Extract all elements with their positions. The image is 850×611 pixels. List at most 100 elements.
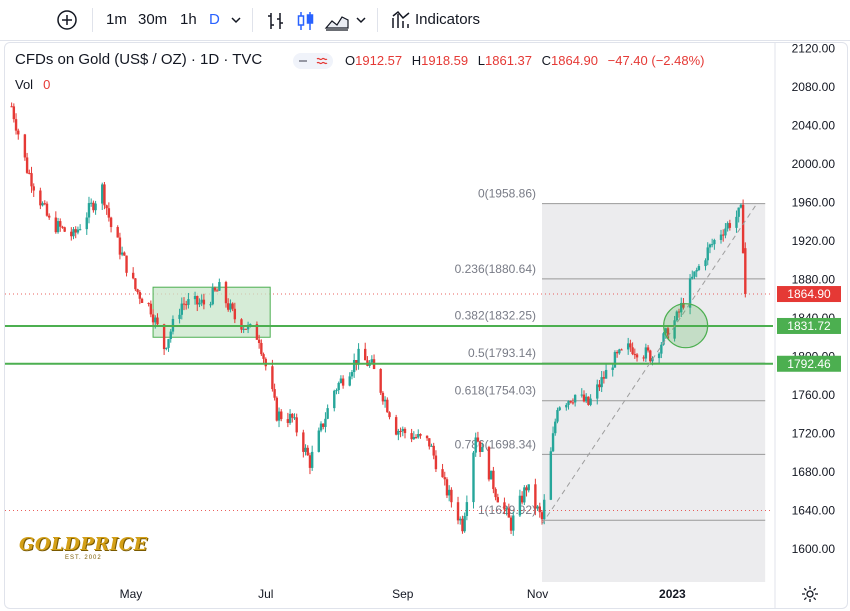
candle-body[interactable] (54, 217, 58, 233)
candle-body[interactable] (494, 489, 497, 498)
candle-body[interactable] (728, 223, 732, 228)
candle-body[interactable] (383, 399, 387, 402)
candle-body[interactable] (565, 404, 568, 408)
candle-body[interactable] (403, 428, 407, 434)
candle-body[interactable] (244, 328, 248, 330)
candle-body[interactable] (534, 484, 537, 509)
candle-body[interactable] (25, 157, 29, 173)
candle-body[interactable] (76, 229, 80, 233)
candle-body[interactable] (662, 333, 665, 345)
candle-body[interactable] (271, 366, 274, 390)
candle-body[interactable] (503, 502, 506, 510)
candle-body[interactable] (379, 369, 382, 393)
candle-body[interactable] (677, 311, 681, 313)
candle-body[interactable] (507, 508, 511, 518)
candle-body[interactable] (644, 347, 648, 359)
candle-body[interactable] (295, 417, 298, 433)
candle-body[interactable] (224, 282, 228, 304)
candle-body[interactable] (600, 377, 603, 388)
candle-body[interactable] (461, 518, 464, 532)
candle-body[interactable] (587, 396, 590, 405)
candle-body[interactable] (39, 190, 42, 206)
candle-body[interactable] (92, 202, 95, 211)
candle-body[interactable] (308, 455, 312, 468)
candle-body[interactable] (370, 359, 374, 363)
candle-body[interactable] (657, 353, 661, 359)
candle-body[interactable] (710, 244, 714, 246)
candle-body[interactable] (602, 377, 606, 379)
candle-body[interactable] (242, 328, 245, 330)
candle-body[interactable] (355, 359, 358, 365)
candle-body[interactable] (397, 430, 400, 435)
candle-body[interactable] (215, 290, 219, 292)
candle-body[interactable] (573, 394, 577, 403)
candle-body[interactable] (434, 455, 438, 470)
candle-body[interactable] (618, 349, 621, 354)
candle-body[interactable] (646, 347, 650, 351)
candle-body[interactable] (425, 435, 429, 439)
candle-body[interactable] (664, 328, 667, 334)
candle-body[interactable] (257, 339, 261, 343)
candle-body[interactable] (147, 302, 150, 304)
candle-body[interactable] (474, 437, 477, 453)
candle-body[interactable] (72, 229, 75, 237)
candle-body[interactable] (293, 417, 296, 419)
candle-body[interactable] (213, 287, 217, 291)
candle-body[interactable] (109, 217, 113, 228)
candle-body[interactable] (352, 359, 356, 373)
candle-body[interactable] (688, 278, 692, 308)
candle-body[interactable] (324, 418, 327, 427)
candle-body[interactable] (739, 204, 743, 208)
candle-body[interactable] (680, 302, 683, 313)
chart-container[interactable]: 0(1958.86) 0.236(1880.64) 0.382(1832.25) 0.… (4, 42, 848, 609)
candle-body[interactable] (509, 517, 513, 531)
candle-body[interactable] (512, 515, 515, 531)
candle-body[interactable] (233, 308, 237, 320)
candle-body[interactable] (193, 296, 197, 300)
candle-body[interactable] (478, 441, 482, 452)
candle-body[interactable] (10, 106, 13, 108)
candle-body[interactable] (633, 354, 637, 356)
candle-body[interactable] (582, 394, 586, 402)
candle-body[interactable] (666, 328, 670, 339)
candle-body[interactable] (288, 413, 292, 423)
candle-body[interactable] (741, 204, 745, 254)
candle-body[interactable] (198, 302, 201, 305)
candle-body[interactable] (105, 205, 108, 209)
candle-body[interactable] (523, 487, 526, 503)
candle-body[interactable] (350, 372, 354, 377)
candle-body[interactable] (540, 512, 544, 520)
candle-body[interactable] (626, 343, 630, 350)
candle-body[interactable] (447, 489, 451, 496)
candle-body[interactable] (12, 106, 16, 120)
candle-body[interactable] (317, 430, 321, 452)
candle-body[interactable] (536, 506, 539, 509)
candle-body[interactable] (487, 447, 491, 480)
settings-gear-icon[interactable] (801, 585, 819, 603)
candle-body[interactable] (496, 497, 500, 503)
candle-body[interactable] (78, 229, 82, 231)
candle-body[interactable] (319, 423, 323, 431)
candle-body[interactable] (260, 342, 263, 355)
candle-body[interactable] (156, 317, 159, 325)
candle-body[interactable] (631, 347, 634, 355)
candle-body[interactable] (584, 396, 588, 402)
interval-30m[interactable]: 30m (138, 11, 168, 28)
candle-body[interactable] (430, 445, 433, 447)
candle-body[interactable] (569, 401, 572, 403)
candle-body[interactable] (182, 303, 186, 305)
candle-body[interactable] (386, 399, 389, 413)
candle-body[interactable] (291, 413, 294, 418)
candle-body[interactable] (45, 203, 49, 216)
fibonacci-region[interactable] (542, 203, 766, 583)
candles-chart-type-icon[interactable] (295, 10, 317, 32)
chevron-down-icon[interactable] (355, 14, 367, 26)
symbol-title[interactable]: CFDs on Gold (US$ / OZ) · 1D · TVC (15, 51, 263, 68)
candle-body[interactable] (277, 411, 281, 421)
candle-body[interactable] (178, 314, 181, 319)
candle-body[interactable] (211, 287, 214, 305)
candle-body[interactable] (286, 419, 290, 423)
candle-body[interactable] (134, 278, 137, 290)
candle-body[interactable] (706, 247, 709, 261)
candle-body[interactable] (463, 516, 466, 532)
